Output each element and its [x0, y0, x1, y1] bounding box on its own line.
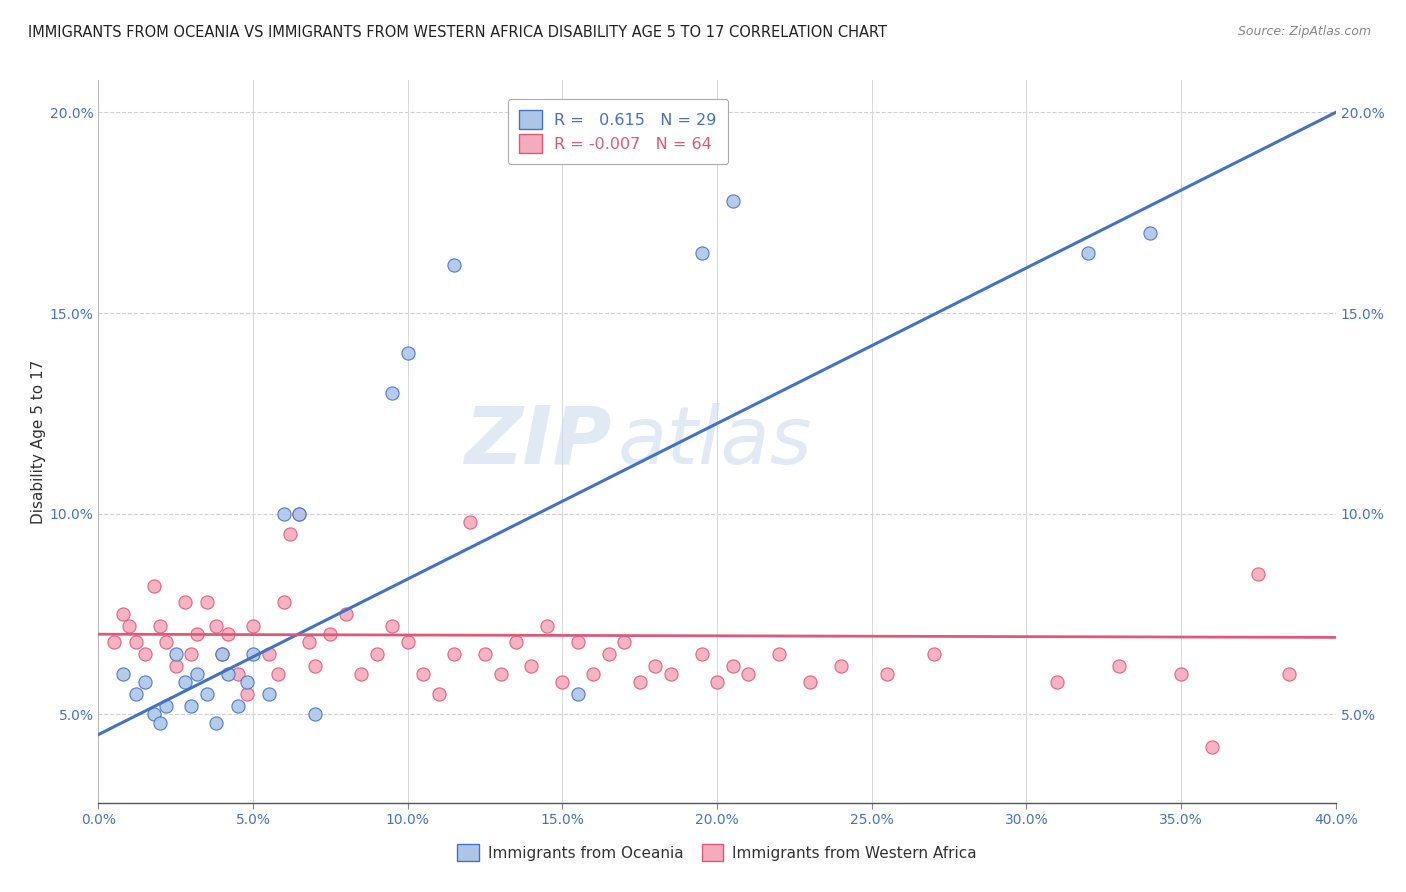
Point — [155, 699, 177, 714]
Point — [628, 675, 651, 690]
Point — [257, 648, 280, 662]
Point — [143, 707, 166, 722]
Point — [443, 258, 465, 272]
Point — [551, 675, 574, 690]
Point — [180, 699, 202, 714]
Point — [226, 699, 249, 714]
Point — [396, 346, 419, 360]
Point — [381, 619, 404, 633]
Point — [195, 687, 218, 701]
Point — [155, 635, 177, 649]
Point — [567, 687, 589, 701]
Point — [830, 659, 852, 673]
Point — [319, 627, 342, 641]
Point — [721, 194, 744, 208]
Point — [242, 648, 264, 662]
Point — [381, 386, 404, 401]
Point — [288, 507, 311, 521]
Point — [1170, 667, 1192, 681]
Point — [134, 675, 156, 690]
Point — [659, 667, 682, 681]
Point — [1201, 739, 1223, 754]
Point — [186, 667, 208, 681]
Point — [288, 507, 311, 521]
Point — [112, 667, 135, 681]
Point — [273, 595, 295, 609]
Point — [520, 659, 543, 673]
Point — [205, 619, 228, 633]
Point — [427, 687, 450, 701]
Point — [505, 635, 527, 649]
Point — [236, 675, 259, 690]
Text: Source: ZipAtlas.com: Source: ZipAtlas.com — [1237, 25, 1371, 38]
Point — [217, 627, 239, 641]
Point — [103, 635, 125, 649]
Point — [690, 648, 713, 662]
Point — [567, 635, 589, 649]
Point — [443, 648, 465, 662]
Legend: Immigrants from Oceania, Immigrants from Western Africa: Immigrants from Oceania, Immigrants from… — [451, 838, 983, 867]
Point — [335, 607, 357, 622]
Point — [1108, 659, 1130, 673]
Point — [737, 667, 759, 681]
Text: IMMIGRANTS FROM OCEANIA VS IMMIGRANTS FROM WESTERN AFRICA DISABILITY AGE 5 TO 17: IMMIGRANTS FROM OCEANIA VS IMMIGRANTS FR… — [28, 25, 887, 40]
Point — [536, 619, 558, 633]
Point — [768, 648, 790, 662]
Point — [304, 707, 326, 722]
Point — [257, 687, 280, 701]
Point — [278, 526, 301, 541]
Point — [165, 648, 187, 662]
Point — [205, 715, 228, 730]
Point — [396, 635, 419, 649]
Y-axis label: Disability Age 5 to 17: Disability Age 5 to 17 — [31, 359, 46, 524]
Point — [211, 648, 233, 662]
Point — [124, 687, 146, 701]
Point — [304, 659, 326, 673]
Point — [195, 595, 218, 609]
Point — [366, 648, 388, 662]
Point — [1278, 667, 1301, 681]
Point — [242, 619, 264, 633]
Point — [143, 579, 166, 593]
Point — [174, 675, 197, 690]
Point — [721, 659, 744, 673]
Point — [149, 715, 172, 730]
Point — [226, 667, 249, 681]
Point — [690, 245, 713, 260]
Point — [489, 667, 512, 681]
Point — [217, 667, 239, 681]
Point — [644, 659, 666, 673]
Point — [124, 635, 146, 649]
Point — [118, 619, 141, 633]
Point — [236, 687, 259, 701]
Point — [412, 667, 434, 681]
Point — [1139, 226, 1161, 240]
Point — [267, 667, 290, 681]
Point — [211, 648, 233, 662]
Point — [350, 667, 373, 681]
Point — [1077, 245, 1099, 260]
Point — [458, 515, 481, 529]
Point — [598, 648, 620, 662]
Point — [1247, 567, 1270, 582]
Point — [613, 635, 636, 649]
Point — [582, 667, 605, 681]
Point — [180, 648, 202, 662]
Point — [186, 627, 208, 641]
Point — [174, 595, 197, 609]
Text: ZIP: ZIP — [464, 402, 612, 481]
Point — [165, 659, 187, 673]
Text: atlas: atlas — [619, 402, 813, 481]
Point — [1046, 675, 1069, 690]
Point — [876, 667, 898, 681]
Point — [112, 607, 135, 622]
Point — [799, 675, 821, 690]
Point — [922, 648, 945, 662]
Point — [298, 635, 321, 649]
Point — [134, 648, 156, 662]
Point — [273, 507, 295, 521]
Point — [706, 675, 728, 690]
Point — [149, 619, 172, 633]
Point — [474, 648, 496, 662]
